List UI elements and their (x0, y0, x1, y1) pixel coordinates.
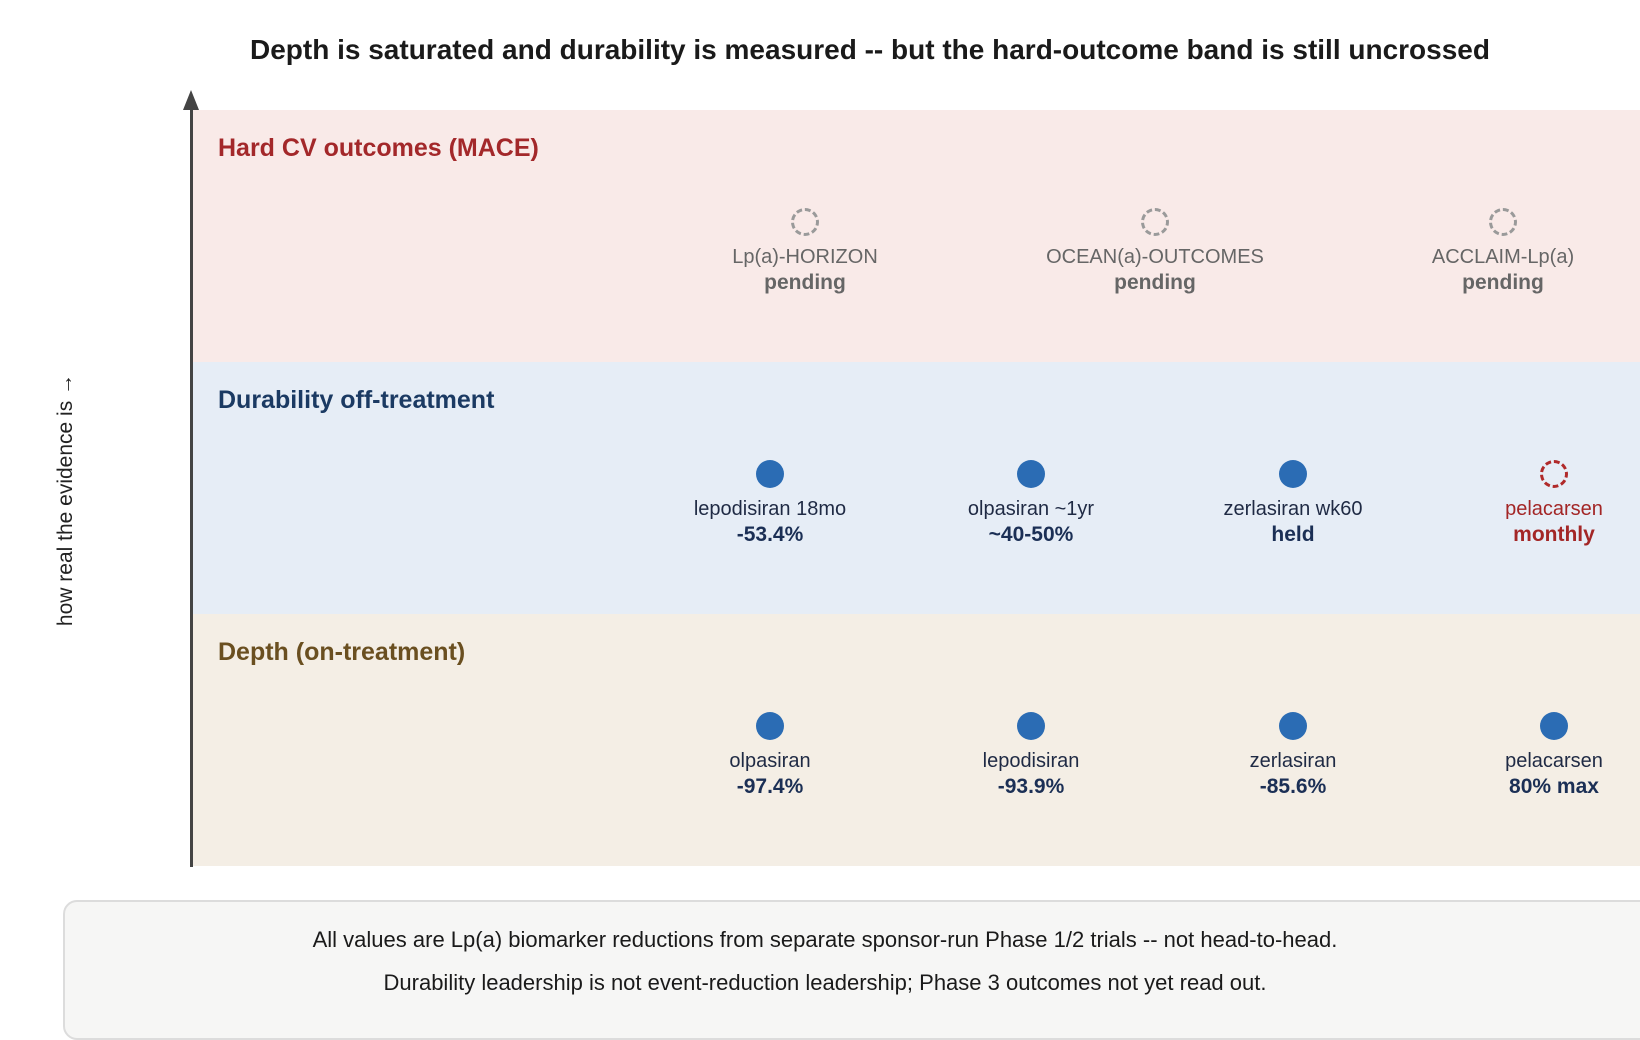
item-name: lepodisiran (982, 750, 1080, 772)
item-name: ACCLAIM-Lp(a) (1431, 246, 1575, 268)
pending-marker (1141, 208, 1169, 236)
item-value: monthly (1513, 523, 1595, 546)
pending-marker (791, 208, 819, 236)
evidence-marker (756, 460, 784, 488)
outcome-item: ACCLAIM-Lp(a) pending (1363, 208, 1640, 296)
item-value: pending (1462, 271, 1544, 294)
outcome-item: Lp(a)-HORIZON pending (665, 208, 945, 296)
pending-marker (1540, 460, 1568, 488)
outcome-item: OCEAN(a)-OUTCOMES pending (1015, 208, 1295, 296)
item-value: ~40-50% (988, 523, 1074, 546)
evidence-marker (1540, 712, 1568, 740)
durability-item: olpasiran ~1yr ~40-50% (891, 460, 1171, 548)
item-name: pelacarsen (1505, 750, 1603, 772)
evidence-marker (756, 712, 784, 740)
evidence-marker (1279, 712, 1307, 740)
item-value: held (1271, 523, 1315, 546)
evidence-marker (1279, 460, 1307, 488)
caveat-line-1: All values are Lp(a) biomarker reduction… (312, 927, 1338, 952)
band-title-depth: Depth (on-treatment) (218, 638, 466, 666)
durability-item: lepodisiran 18mo -53.4% (630, 460, 910, 548)
item-name: Lp(a)-HORIZON (732, 246, 878, 268)
item-value: -97.4% (736, 775, 804, 798)
item-value: pending (1114, 271, 1196, 294)
caveat-note-box: All values are Lp(a) biomarker reduction… (63, 900, 1640, 1040)
depth-item: lepodisiran -93.9% (891, 712, 1171, 800)
item-name: zerlasiran (1249, 750, 1337, 772)
item-value: -53.4% (736, 523, 804, 546)
band-hard-outcomes: Hard CV outcomes (MACE) Lp(a)-HORIZON pe… (193, 110, 1640, 362)
axis-arrowhead (183, 90, 199, 110)
depth-item: pelacarsen 80% max (1414, 712, 1640, 800)
evidence-marker (1017, 712, 1045, 740)
durability-item: zerlasiran wk60 held (1153, 460, 1433, 548)
y-axis-line (190, 104, 193, 867)
pending-marker (1489, 208, 1517, 236)
item-name: olpasiran ~1yr (967, 498, 1095, 520)
durability-item: pelacarsen monthly (1414, 460, 1640, 548)
depth-item: zerlasiran -85.6% (1153, 712, 1433, 800)
item-name: OCEAN(a)-OUTCOMES (1046, 246, 1264, 268)
band-durability: Durability off-treatment lepodisiran 18m… (193, 362, 1640, 614)
item-value: pending (764, 271, 846, 294)
item-value: -85.6% (1259, 775, 1327, 798)
band-title-hard-outcomes: Hard CV outcomes (MACE) (218, 134, 539, 162)
item-value: 80% max (1509, 775, 1599, 798)
band-title-durability: Durability off-treatment (218, 386, 495, 414)
y-axis-label: how real the evidence is → (54, 373, 77, 627)
evidence-marker (1017, 460, 1045, 488)
item-name: lepodisiran 18mo (693, 498, 847, 520)
item-name: zerlasiran wk60 (1223, 498, 1363, 520)
item-name: olpasiran (729, 750, 811, 772)
item-name: pelacarsen (1505, 498, 1603, 520)
diagram-title: Depth is saturated and durability is mea… (250, 34, 1490, 65)
item-value: -93.9% (997, 775, 1065, 798)
depth-item: olpasiran -97.4% (630, 712, 910, 800)
band-depth: Depth (on-treatment) olpasiran -97.4% le… (193, 614, 1640, 866)
caveat-line-2: Durability leadership is not event-reduc… (383, 970, 1267, 995)
